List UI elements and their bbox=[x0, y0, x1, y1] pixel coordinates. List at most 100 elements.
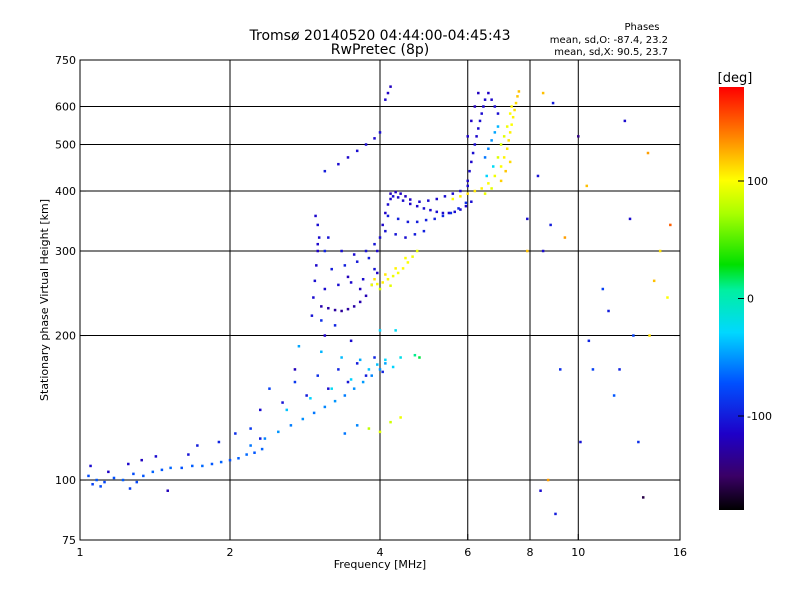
data-point bbox=[623, 119, 627, 123]
data-point bbox=[228, 458, 232, 462]
data-point bbox=[346, 307, 350, 311]
data-point bbox=[483, 98, 487, 101]
data-point bbox=[337, 368, 340, 371]
data-point bbox=[459, 189, 462, 193]
data-point bbox=[541, 249, 545, 253]
phases-stat-x: mean, sd,X: 90.5, 23.7 bbox=[554, 47, 668, 58]
data-point bbox=[373, 356, 376, 359]
data-point bbox=[652, 279, 656, 283]
data-point bbox=[107, 470, 110, 474]
data-point bbox=[536, 174, 540, 178]
data-point bbox=[496, 156, 500, 159]
data-point bbox=[453, 210, 456, 214]
data-point bbox=[646, 151, 650, 155]
data-point bbox=[327, 387, 330, 390]
data-point bbox=[386, 214, 390, 218]
data-point bbox=[376, 249, 379, 253]
data-point bbox=[399, 416, 402, 419]
data-point bbox=[234, 432, 237, 435]
data-point bbox=[429, 208, 432, 212]
data-point bbox=[406, 220, 410, 224]
data-point bbox=[142, 474, 145, 478]
data-point bbox=[435, 210, 439, 214]
data-point bbox=[394, 233, 397, 236]
data-point bbox=[358, 300, 362, 304]
data-point bbox=[473, 189, 477, 193]
data-point bbox=[451, 197, 455, 201]
data-point bbox=[394, 190, 397, 194]
data-point bbox=[370, 374, 373, 377]
data-point bbox=[314, 214, 317, 218]
data-point bbox=[337, 162, 340, 166]
data-point bbox=[376, 271, 379, 275]
data-point bbox=[352, 387, 356, 390]
x-tick-label: 4 bbox=[377, 546, 384, 559]
data-point bbox=[349, 281, 353, 284]
data-point bbox=[384, 98, 387, 101]
data-point bbox=[378, 368, 382, 371]
data-point bbox=[473, 143, 477, 146]
data-point bbox=[404, 195, 407, 198]
data-point bbox=[327, 306, 330, 310]
data-point bbox=[632, 334, 635, 337]
data-point bbox=[317, 236, 321, 239]
data-point bbox=[399, 192, 402, 195]
x-axis-label: Frequency [MHz] bbox=[334, 558, 426, 571]
data-point bbox=[384, 362, 387, 365]
data-point bbox=[413, 233, 417, 236]
data-point bbox=[361, 277, 365, 281]
data-point bbox=[355, 362, 359, 365]
data-point bbox=[508, 131, 512, 134]
data-point bbox=[490, 98, 493, 101]
data-point bbox=[401, 199, 405, 202]
chart-title: Tromsø 20140520 04:44:00-04:45:43 bbox=[249, 28, 511, 44]
data-point bbox=[154, 455, 158, 458]
data-point bbox=[401, 267, 405, 270]
data-point bbox=[411, 255, 414, 258]
data-point bbox=[449, 211, 453, 215]
data-point bbox=[323, 249, 327, 253]
data-point bbox=[305, 394, 308, 397]
data-point bbox=[607, 309, 610, 313]
data-point bbox=[480, 112, 483, 115]
data-point bbox=[364, 294, 368, 298]
data-point bbox=[320, 319, 323, 322]
data-point bbox=[386, 203, 390, 206]
data-point bbox=[490, 187, 493, 190]
data-point bbox=[316, 223, 319, 227]
data-point bbox=[579, 440, 582, 444]
data-point bbox=[219, 460, 223, 464]
data-point bbox=[409, 202, 412, 206]
data-point bbox=[196, 444, 199, 447]
y-tick-label: 400 bbox=[55, 185, 76, 198]
data-point bbox=[487, 147, 490, 150]
data-point bbox=[346, 156, 350, 159]
data-points bbox=[87, 85, 672, 516]
data-point bbox=[389, 197, 392, 201]
data-point bbox=[648, 334, 651, 337]
data-point bbox=[451, 192, 455, 195]
data-point bbox=[470, 160, 473, 164]
x-axis-ticks: 1 2 4 6 8 10 16 bbox=[77, 534, 687, 559]
data-point bbox=[477, 91, 480, 95]
data-point bbox=[268, 387, 271, 390]
data-point bbox=[577, 135, 580, 138]
data-point bbox=[330, 387, 333, 390]
data-point bbox=[585, 184, 589, 188]
data-point bbox=[496, 112, 500, 115]
data-point bbox=[441, 214, 445, 218]
data-point bbox=[601, 287, 605, 291]
data-point bbox=[364, 374, 368, 377]
data-point bbox=[381, 370, 384, 374]
data-point bbox=[327, 236, 330, 239]
y-tick-label: 500 bbox=[55, 139, 76, 152]
data-point bbox=[508, 160, 512, 164]
data-point bbox=[151, 470, 155, 474]
y-tick-label: 600 bbox=[55, 101, 76, 114]
data-point bbox=[87, 474, 90, 478]
data-point bbox=[464, 204, 468, 208]
data-point bbox=[389, 420, 392, 424]
data-point bbox=[312, 296, 315, 299]
data-point bbox=[323, 169, 327, 173]
